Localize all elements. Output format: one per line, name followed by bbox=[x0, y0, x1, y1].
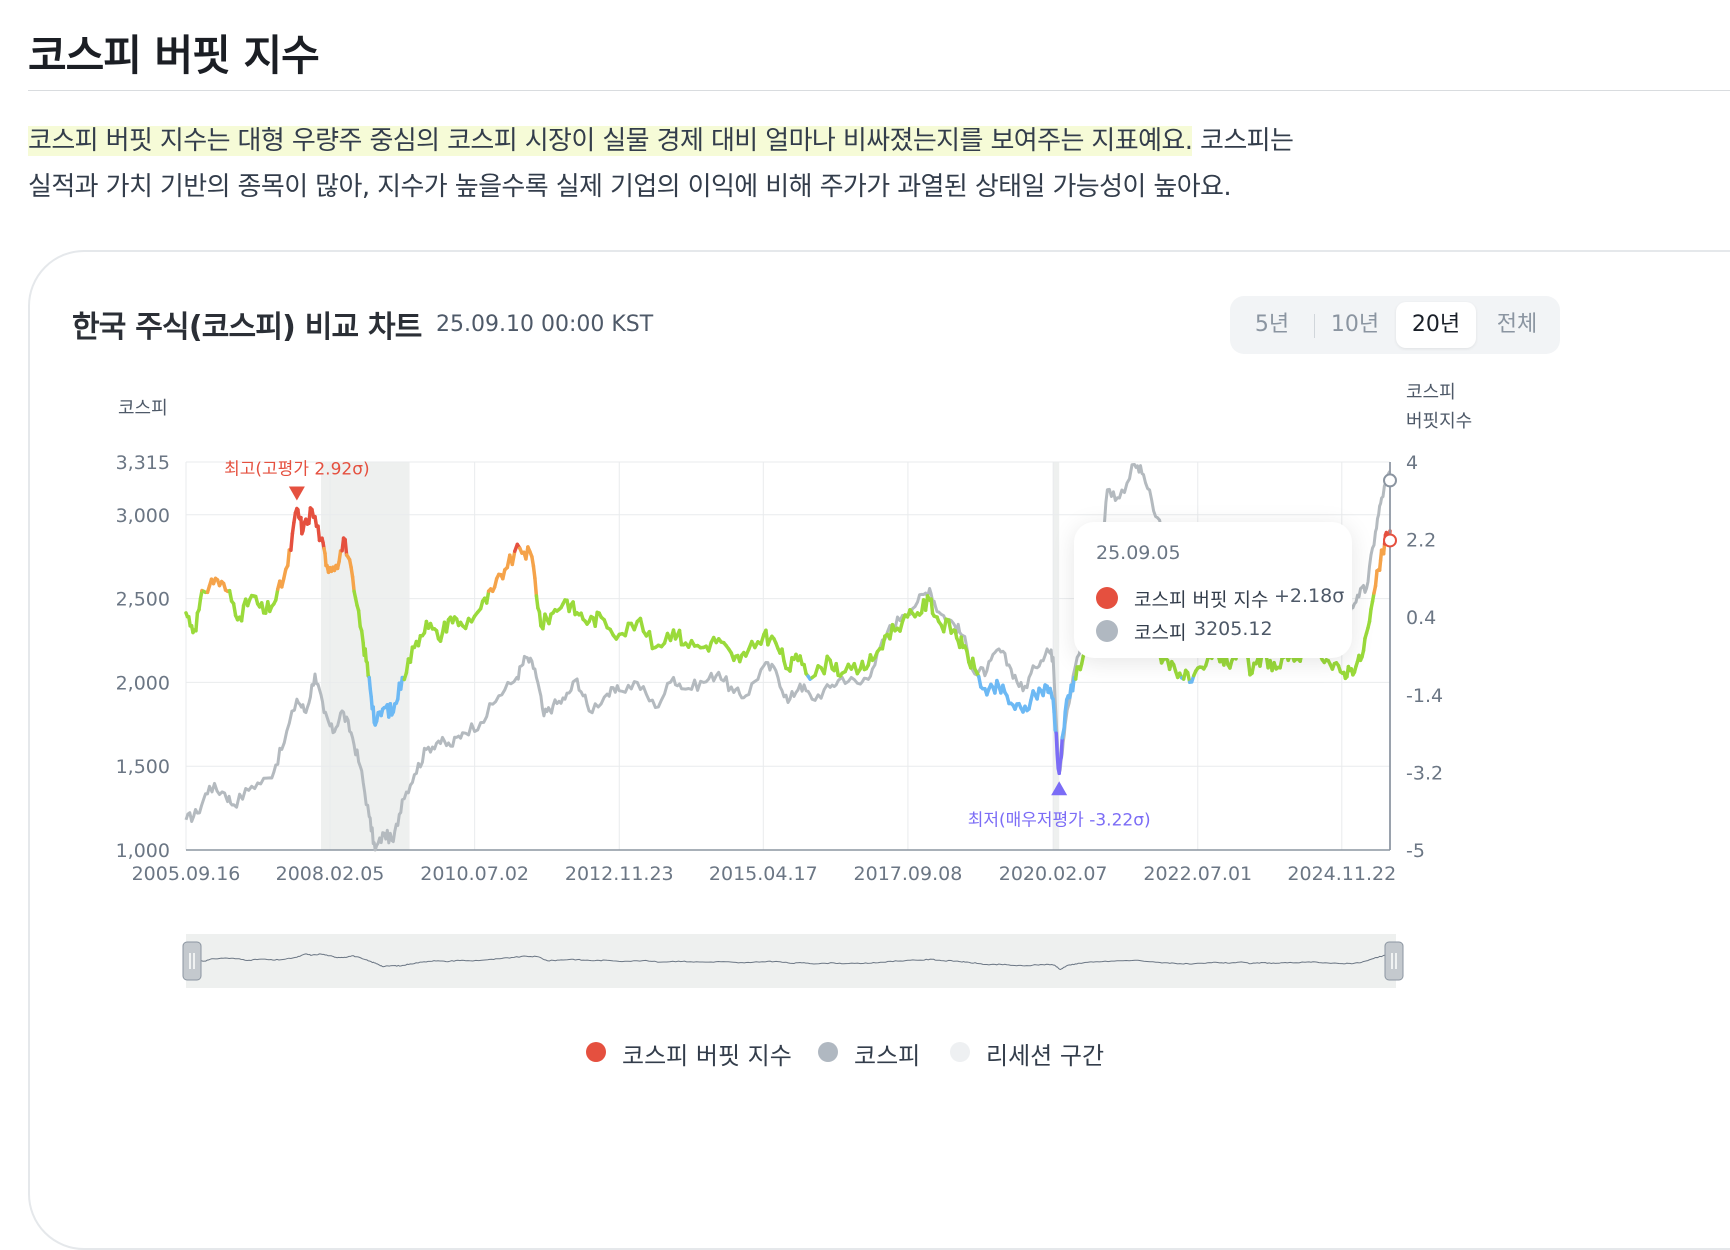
buffett-segment bbox=[824, 656, 827, 673]
buffett-segment bbox=[234, 604, 236, 616]
buffett-segment bbox=[836, 664, 838, 676]
right-tick-label: 4 bbox=[1406, 452, 1418, 474]
buffett-segment bbox=[373, 707, 374, 722]
tooltip-value-buffett: +2.18σ bbox=[1274, 585, 1344, 607]
buffett-segment bbox=[1376, 571, 1378, 586]
legend-dot-buffett bbox=[586, 1042, 606, 1062]
buffett-segment bbox=[680, 631, 682, 645]
buffett-segment bbox=[649, 632, 652, 649]
right-tick-label: 0.4 bbox=[1406, 607, 1436, 629]
buffett-segment bbox=[533, 566, 535, 578]
buffett-segment bbox=[242, 606, 244, 621]
buffett-segment bbox=[536, 596, 538, 608]
x-tick-label: 2005.09.16 bbox=[132, 863, 241, 885]
buffett-segment bbox=[1370, 609, 1372, 621]
buffett-segment bbox=[325, 553, 326, 565]
tooltip-value-kospi: 3205.12 bbox=[1194, 618, 1273, 640]
left-tick-label: 3,315 bbox=[116, 452, 170, 474]
buffett-segment bbox=[1065, 700, 1067, 712]
tooltip-label-buffett: 코스피 버핏 지수 bbox=[1134, 585, 1268, 612]
buffett-segment bbox=[410, 647, 412, 662]
buffett-segment bbox=[1054, 712, 1055, 730]
range-navigator bbox=[183, 934, 1403, 988]
buffett-segment bbox=[345, 540, 347, 555]
tooltip-label-kospi: 코스피 bbox=[1134, 618, 1186, 645]
navigator-handle-left[interactable] bbox=[183, 942, 201, 980]
buffett-segment bbox=[782, 649, 784, 661]
right-tick-label: -1.4 bbox=[1406, 685, 1443, 707]
navigator-track bbox=[186, 934, 1396, 988]
buffett-segment bbox=[1053, 699, 1054, 712]
buffett-segment bbox=[362, 631, 364, 643]
x-tick-label: 2022.07.01 bbox=[1143, 863, 1252, 885]
buffett-segment bbox=[535, 578, 537, 596]
left-tick-label: 1,000 bbox=[116, 840, 170, 862]
buffett-segment bbox=[359, 611, 361, 627]
buffett-segment bbox=[882, 636, 885, 649]
navigator-handle-right[interactable] bbox=[1385, 942, 1403, 980]
buffett-segment bbox=[365, 649, 366, 661]
buffett-segment bbox=[944, 619, 947, 632]
x-tick-label: 2012.11.23 bbox=[565, 863, 674, 885]
buffett-segment bbox=[1248, 658, 1250, 675]
kospi-hover-point bbox=[1384, 474, 1396, 486]
buffett-segment bbox=[291, 534, 293, 551]
chart-area: 3,315 3,000 2,500 2,000 1,500 1,000 4 2.2 0.4 -1.… bbox=[0, 0, 1730, 1186]
x-tick-label: 2017.09.08 bbox=[854, 863, 963, 885]
x-tick-label: 2010.07.02 bbox=[420, 863, 529, 885]
buffett-segment bbox=[640, 619, 643, 632]
buffett-segment bbox=[1056, 733, 1057, 754]
buffett-segment bbox=[512, 551, 515, 564]
left-tick-label: 3,000 bbox=[116, 505, 170, 527]
chart-legend: 코스피 버핏 지수 코스피 리세션 구간 bbox=[586, 1036, 1126, 1068]
legend-dot-kospi bbox=[818, 1042, 838, 1062]
buffett-segment bbox=[288, 550, 290, 566]
buffett-segment bbox=[595, 612, 597, 626]
legend-label-buffett: 코스피 버핏 지수 bbox=[622, 1036, 792, 1071]
left-tick-label: 2,500 bbox=[116, 589, 170, 611]
x-tick-label: 2008.02.05 bbox=[276, 863, 385, 885]
chart-tooltip: 25.09.05 코스피 버핏 지수 +2.18σ 코스피 3205.12 bbox=[1074, 522, 1352, 658]
buffett-segment bbox=[1364, 638, 1366, 650]
x-tick-label: 2015.04.17 bbox=[709, 863, 818, 885]
legend-dot-recession bbox=[950, 1042, 970, 1062]
buffett-segment bbox=[539, 612, 541, 626]
tooltip-dot-kospi bbox=[1096, 620, 1118, 642]
max-marker bbox=[289, 487, 305, 501]
right-tick-label: -5 bbox=[1406, 840, 1425, 862]
x-tick-label: 2024.11.22 bbox=[1287, 863, 1396, 885]
buffett-segment bbox=[353, 577, 355, 591]
buffett-segment bbox=[367, 663, 368, 676]
buffett-segment bbox=[487, 591, 489, 603]
max-annotation-label: 최고(고평가 2.92σ) bbox=[224, 460, 370, 480]
buffett-hover-point bbox=[1384, 534, 1396, 546]
buffett-segment bbox=[1057, 754, 1058, 768]
right-tick-label: -3.2 bbox=[1406, 762, 1443, 784]
buffett-segment bbox=[196, 613, 198, 631]
buffett-segment bbox=[1061, 738, 1062, 757]
legend-label-recession: 리세션 구간 bbox=[986, 1036, 1104, 1071]
right-tick-label: 2.2 bbox=[1406, 530, 1436, 552]
min-annotation-label: 최저(매우저평가 -3.22σ) bbox=[968, 810, 1151, 830]
buffett-segment bbox=[447, 620, 449, 632]
left-tick-label: 1,500 bbox=[116, 756, 170, 778]
buffett-segment bbox=[931, 599, 933, 613]
tooltip-dot-buffett bbox=[1096, 587, 1118, 609]
buffett-segment bbox=[309, 508, 311, 523]
left-tick-label: 2,000 bbox=[116, 672, 170, 694]
buffett-segment bbox=[1076, 667, 1078, 679]
buffett-segment bbox=[1064, 712, 1065, 727]
tooltip-date: 25.09.05 bbox=[1096, 542, 1181, 564]
buffett-segment bbox=[625, 623, 628, 635]
buffett-segment bbox=[318, 526, 320, 540]
legend-label-kospi: 코스피 bbox=[854, 1036, 920, 1071]
x-tick-label: 2020.02.07 bbox=[999, 863, 1108, 885]
